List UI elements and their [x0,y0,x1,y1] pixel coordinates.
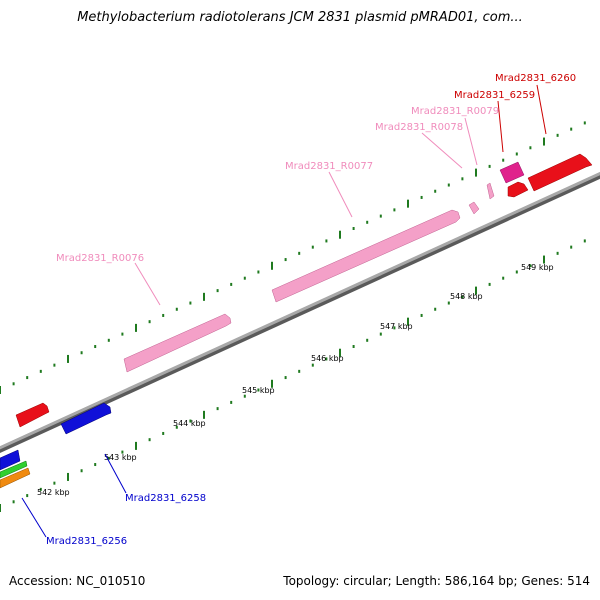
gene-mrad2831-6259[interactable] [507,181,529,198]
scale-label: 548 kbp [450,292,483,301]
scale-label: 546 kbp [311,354,344,363]
scale-label: 549 kbp [521,263,554,272]
rna-mrad2831-r0079[interactable] [486,182,495,200]
label-mrad2831-r0079[interactable]: Mrad2831_R0079 [411,106,499,117]
lower-tick-track [0,239,586,512]
label-mrad2831-6260[interactable]: Mrad2831_6260 [495,73,576,84]
callout-mrad2831-6258[interactable]: Mrad2831_6258 [104,453,206,504]
scale-label: 547 kbp [380,322,413,331]
scale-label: 544 kbp [173,419,206,428]
map-title: Methylobacterium radiotolerans JCM 2831 … [77,10,523,25]
gene-red-left[interactable] [15,402,50,428]
rna-mrad2831-r0077[interactable] [271,209,461,303]
callout-mrad2831-r0076[interactable]: Mrad2831_R0076 [56,253,161,306]
label-mrad2831-6258[interactable]: Mrad2831_6258 [125,493,206,504]
label-mrad2831-6259[interactable]: Mrad2831_6259 [454,90,535,101]
backbone-line [0,171,600,450]
gene-mrad2831-6259b[interactable] [499,161,525,184]
accession-text: Accession: NC_010510 [9,574,146,588]
gene-mrad2831-6260[interactable] [527,153,593,192]
callout-mrad2831-r0078[interactable]: Mrad2831_R0078 [375,122,463,169]
upper-tick-track [0,121,586,394]
scale-label: 542 kbp [37,488,70,497]
backbone-shadow [0,172,600,454]
label-mrad2831-6256[interactable]: Mrad2831_6256 [46,536,127,547]
rna-mrad2831-r0078[interactable] [468,201,480,215]
scale-labels: 542 kbp 543 kbp 544 kbp 545 kbp 546 kbp 547 k… [37,263,554,497]
rna-mrad2831-r0076[interactable] [123,313,232,373]
callout-mrad2831-r0079[interactable]: Mrad2831_R0079 [411,106,499,166]
gene-mrad2831-6258[interactable] [60,402,112,435]
callout-mrad2831-r0077[interactable]: Mrad2831_R0077 [285,161,373,218]
label-mrad2831-r0078[interactable]: Mrad2831_R0078 [375,122,463,133]
scale-label: 543 kbp [104,453,137,462]
callout-mrad2831-6260[interactable]: Mrad2831_6260 [495,73,576,135]
label-mrad2831-r0076[interactable]: Mrad2831_R0076 [56,253,144,264]
topology-text: Topology: circular; Length: 586,164 bp; … [283,574,590,588]
callout-mrad2831-6256[interactable]: Mrad2831_6256 [21,497,127,547]
scale-label: 545 kbp [242,386,275,395]
label-mrad2831-r0077[interactable]: Mrad2831_R0077 [285,161,373,172]
gene-mrad2831-6256[interactable] [0,449,31,489]
callout-mrad2831-6259[interactable]: Mrad2831_6259 [454,90,535,153]
